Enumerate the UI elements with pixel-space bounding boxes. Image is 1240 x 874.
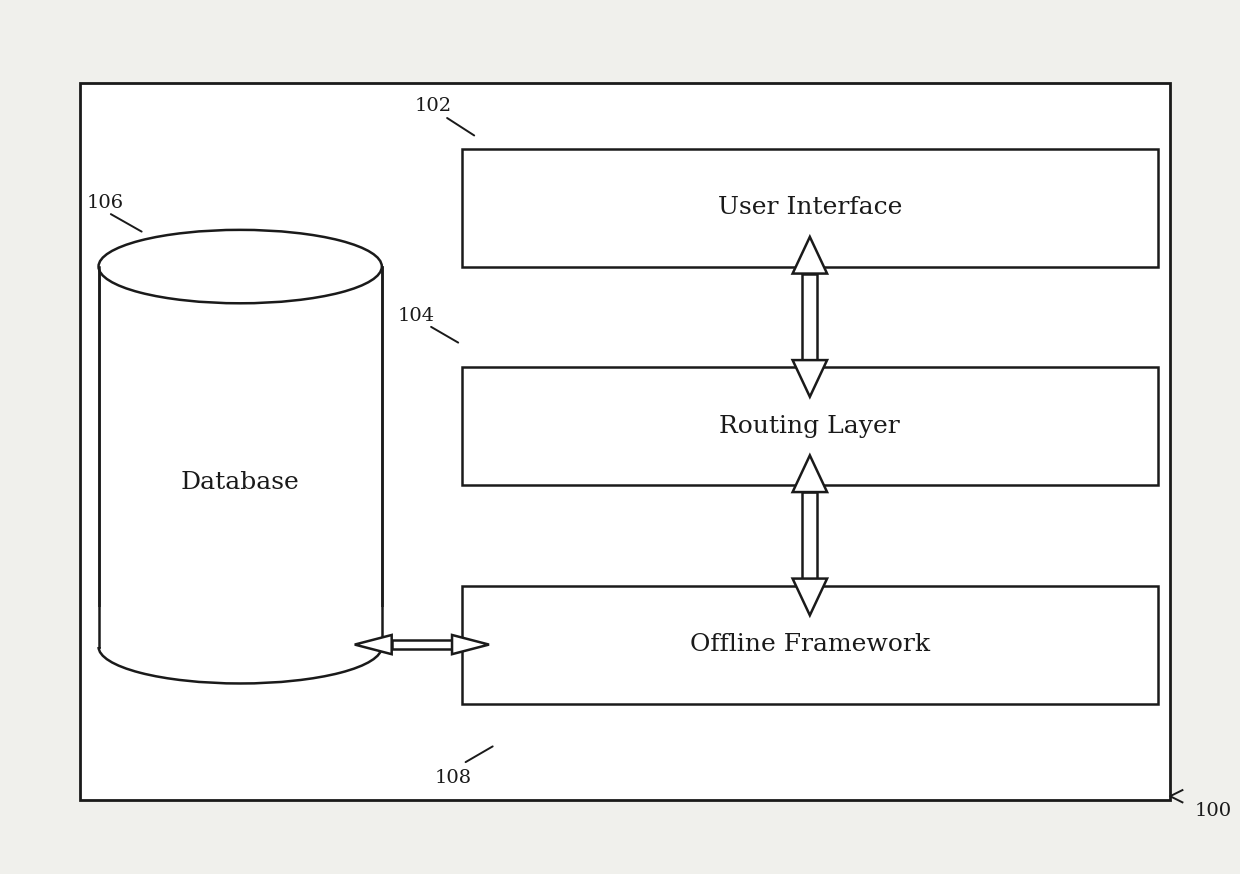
Text: 102: 102 (415, 97, 453, 115)
Polygon shape (453, 635, 489, 654)
Bar (461, 586, 1158, 704)
Text: 108: 108 (435, 769, 472, 787)
Text: 106: 106 (87, 193, 123, 212)
Text: User Interface: User Interface (718, 196, 901, 219)
Polygon shape (792, 360, 827, 397)
Bar (461, 367, 1158, 485)
Text: Routing Layer: Routing Layer (719, 414, 900, 438)
Text: Database: Database (181, 471, 300, 495)
Bar (392, 640, 453, 649)
Bar (461, 149, 1158, 267)
Text: 100: 100 (1195, 802, 1231, 820)
Polygon shape (355, 635, 392, 654)
Ellipse shape (98, 610, 382, 683)
Polygon shape (792, 455, 827, 492)
Polygon shape (792, 579, 827, 615)
Bar (802, 492, 817, 579)
Bar (94, 607, 386, 647)
Text: Offline Framework: Offline Framework (689, 633, 930, 656)
Bar (802, 274, 817, 360)
Ellipse shape (98, 230, 382, 303)
Text: 104: 104 (398, 307, 435, 325)
Bar (98, 267, 382, 647)
Bar (81, 83, 1171, 800)
Polygon shape (792, 237, 827, 274)
